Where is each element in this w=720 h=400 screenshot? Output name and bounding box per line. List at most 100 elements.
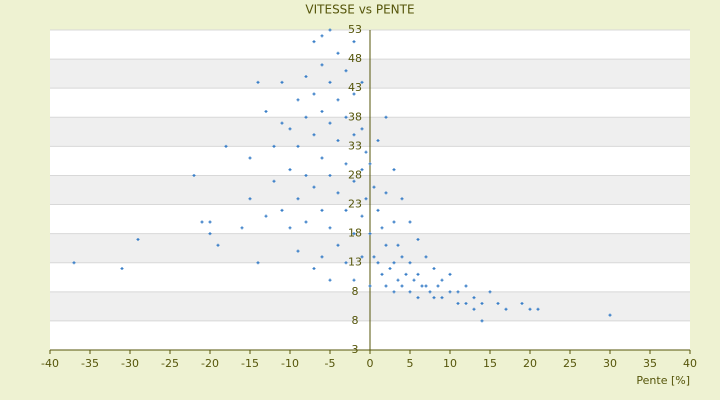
- point: [392, 168, 396, 172]
- point: [208, 232, 212, 236]
- point: [384, 115, 388, 119]
- point: [504, 307, 508, 311]
- point: [480, 301, 484, 305]
- point: [440, 278, 444, 282]
- point: [424, 255, 428, 259]
- y-tick-label: 33: [348, 139, 362, 152]
- point: [296, 98, 300, 102]
- point: [344, 69, 348, 73]
- point: [440, 296, 444, 300]
- y-tick-label: 43: [348, 81, 362, 94]
- point: [416, 272, 420, 276]
- y-tick-label: 38: [348, 110, 362, 123]
- x-tick-label: -15: [241, 357, 259, 370]
- point: [328, 226, 332, 230]
- point: [396, 243, 400, 247]
- x-tick-label: -30: [121, 357, 139, 370]
- point: [352, 278, 356, 282]
- point: [288, 226, 292, 230]
- point: [328, 121, 332, 125]
- point: [528, 307, 532, 311]
- point: [304, 75, 308, 79]
- point: [396, 278, 400, 282]
- point: [352, 40, 356, 44]
- point: [312, 185, 316, 189]
- point: [328, 173, 332, 177]
- point: [360, 168, 364, 172]
- point: [288, 127, 292, 131]
- point: [536, 307, 540, 311]
- point: [320, 255, 324, 259]
- point: [372, 255, 376, 259]
- point: [192, 173, 196, 177]
- point: [412, 278, 416, 282]
- point: [304, 220, 308, 224]
- point: [364, 197, 368, 201]
- point: [360, 255, 364, 259]
- point: [384, 284, 388, 288]
- point: [364, 150, 368, 154]
- point: [464, 301, 468, 305]
- x-tick-label: -20: [201, 357, 219, 370]
- point: [472, 307, 476, 311]
- x-tick-label: 5: [407, 357, 414, 370]
- point: [456, 301, 460, 305]
- point: [372, 185, 376, 189]
- point: [328, 28, 332, 32]
- point: [240, 226, 244, 230]
- point: [200, 220, 204, 224]
- point: [448, 290, 452, 294]
- point: [248, 156, 252, 160]
- point: [312, 92, 316, 96]
- point: [520, 301, 524, 305]
- point: [408, 220, 412, 224]
- point: [488, 290, 492, 294]
- x-tick-label: 10: [443, 357, 457, 370]
- point: [304, 115, 308, 119]
- point: [296, 249, 300, 253]
- point: [304, 173, 308, 177]
- point: [344, 162, 348, 166]
- point: [376, 261, 380, 265]
- point: [248, 197, 252, 201]
- point: [480, 319, 484, 323]
- point: [296, 197, 300, 201]
- point: [404, 272, 408, 276]
- point: [280, 208, 284, 212]
- x-tick-label: -10: [281, 357, 299, 370]
- x-axis-label: Pente [%]: [636, 374, 690, 387]
- x-tick-label: -40: [41, 357, 59, 370]
- point: [312, 133, 316, 137]
- point: [360, 127, 364, 131]
- point: [280, 121, 284, 125]
- point: [224, 144, 228, 148]
- point: [352, 92, 356, 96]
- point: [416, 296, 420, 300]
- point: [392, 261, 396, 265]
- point: [408, 290, 412, 294]
- point: [320, 208, 324, 212]
- point: [380, 272, 384, 276]
- point: [428, 290, 432, 294]
- point: [320, 156, 324, 160]
- point: [424, 284, 428, 288]
- point: [328, 80, 332, 84]
- y-tick-label: 53: [348, 23, 362, 36]
- point: [384, 191, 388, 195]
- point: [120, 267, 124, 271]
- point: [400, 255, 404, 259]
- point: [272, 179, 276, 183]
- point: [288, 168, 292, 172]
- point: [472, 296, 476, 300]
- point: [360, 80, 364, 84]
- point: [328, 278, 332, 282]
- point: [408, 261, 412, 265]
- x-tick-label: 0: [367, 357, 374, 370]
- point: [280, 80, 284, 84]
- y-tick-label: 28: [348, 168, 362, 181]
- point: [392, 220, 396, 224]
- point: [344, 115, 348, 119]
- point: [272, 144, 276, 148]
- y-tick-label: 8: [352, 285, 359, 298]
- point: [608, 313, 612, 317]
